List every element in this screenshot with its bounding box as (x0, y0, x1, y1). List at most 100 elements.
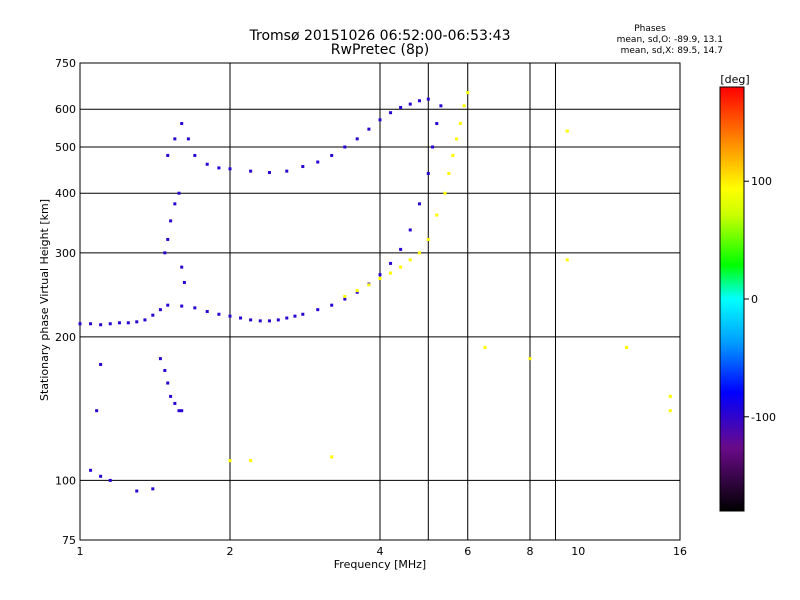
o-mode-point (143, 318, 147, 322)
x-tick-label: 4 (377, 545, 384, 558)
o-mode-point (343, 297, 347, 301)
o-mode-point (166, 303, 170, 307)
o-mode-point (426, 171, 430, 175)
o-mode-point (316, 308, 320, 312)
x-mode-point (565, 129, 569, 133)
o-mode-point (301, 165, 305, 169)
o-mode-point (367, 127, 371, 131)
x-mode-point (668, 409, 672, 413)
o-mode-point (330, 303, 334, 307)
y-tick-label: 75 (62, 534, 76, 547)
o-mode-point (228, 167, 232, 171)
o-mode-point (166, 237, 170, 241)
o-mode-point (99, 323, 103, 327)
o-mode-point (399, 106, 403, 110)
o-mode-point (108, 322, 112, 326)
x-mode-point (443, 191, 447, 195)
o-mode-point (95, 409, 99, 413)
o-mode-point (151, 487, 155, 491)
x-mode-point (451, 153, 455, 157)
y-tick-label: 200 (55, 331, 76, 344)
o-mode-point (293, 314, 297, 318)
o-mode-point (258, 319, 262, 323)
o-mode-point (217, 312, 221, 316)
o-mode-point (173, 202, 177, 206)
o-mode-point (285, 169, 289, 173)
o-mode-point (108, 478, 112, 482)
o-mode-point (99, 362, 103, 366)
x-mode-point (625, 345, 629, 349)
x-mode-point (228, 459, 232, 463)
o-mode-point (135, 489, 139, 493)
o-mode-point (126, 321, 130, 325)
o-mode-point (166, 381, 170, 385)
o-mode-point (249, 169, 253, 173)
o-mode-point (205, 309, 209, 313)
o-mode-point (180, 122, 184, 126)
x-mode-point (435, 213, 439, 217)
x-mode-point (343, 294, 347, 298)
colorbar-tick-label: 100 (751, 175, 772, 188)
x-mode-point (408, 258, 412, 262)
o-mode-point (431, 145, 435, 149)
y-axis-label: Stationary phase Virtual Height [km] (38, 199, 51, 401)
x-tick-label: 10 (571, 545, 585, 558)
o-mode-point (177, 191, 181, 195)
chart-subtitle: RwPretec (8p) (331, 42, 429, 58)
o-mode-point (135, 320, 139, 324)
x-mode-point (426, 237, 430, 241)
o-mode-point (378, 273, 382, 277)
o-mode-point (408, 102, 412, 106)
x-mode-point (565, 258, 569, 262)
stats-line-o: mean, sd,O: -89.9, 13.1 (617, 35, 723, 45)
o-mode-point (158, 357, 162, 361)
o-mode-point (78, 322, 82, 326)
x-mode-point (455, 137, 459, 141)
x-mode-point (462, 104, 466, 108)
o-mode-point (180, 304, 184, 308)
x-mode-point (367, 283, 371, 287)
y-tick-label: 600 (55, 103, 76, 116)
x-tick-labels: 1 2 4 6 8 10 16 (77, 545, 688, 558)
o-mode-point (169, 394, 173, 398)
o-mode-point (166, 153, 170, 157)
y-tick-label: 750 (55, 57, 76, 70)
o-mode-point (389, 111, 393, 115)
x-tick-label: 16 (673, 545, 687, 558)
o-mode-point (435, 122, 439, 126)
o-mode-point (276, 318, 280, 322)
colorbar-tick-label: -100 (751, 411, 776, 424)
chart-title: Tromsø 20151026 06:52:00-06:53:43 (249, 28, 511, 44)
x-mode-point (458, 122, 462, 126)
o-mode-point (249, 318, 253, 322)
o-mode-point (389, 261, 393, 265)
colorbar-ticks: 100 0 -100 (744, 175, 776, 424)
o-mode-point (417, 202, 421, 206)
o-mode-point (417, 99, 421, 103)
o-mode-point (158, 308, 162, 312)
colorbar-tick-label: 0 (751, 293, 758, 306)
colorbar-label: [deg] (720, 73, 749, 86)
o-mode-point (355, 290, 359, 294)
x-mode-point (330, 455, 334, 459)
x-tick-label: 8 (527, 545, 534, 558)
o-mode-point (180, 409, 184, 413)
o-mode-point (89, 322, 93, 326)
o-mode-point (193, 153, 197, 157)
o-mode-point (228, 314, 232, 318)
o-mode-point (89, 468, 93, 472)
x-mode-point (528, 357, 532, 361)
o-mode-point (163, 251, 167, 255)
y-tick-labels: 75 100 200 300 400 500 600 750 (55, 57, 76, 547)
o-mode-point (439, 104, 443, 108)
x-mode-point (668, 394, 672, 398)
o-mode-point (151, 313, 155, 317)
x-mode-point (378, 277, 382, 281)
grid-lines (79, 62, 681, 541)
o-mode-point (399, 247, 403, 251)
x-mode-point (355, 289, 359, 293)
o-mode-point (355, 137, 359, 141)
o-mode-point (408, 228, 412, 232)
y-tick-label: 500 (55, 141, 76, 154)
